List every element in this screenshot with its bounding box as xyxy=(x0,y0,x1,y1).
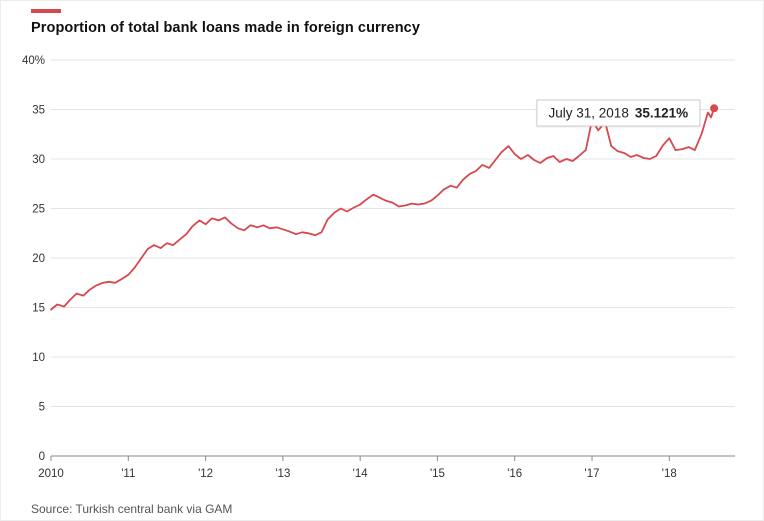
x-tick-label: '12 xyxy=(198,468,213,480)
y-tick-label: 5 xyxy=(39,402,45,414)
x-tick-label: '17 xyxy=(585,468,600,480)
y-tick-label: 30 xyxy=(32,154,45,166)
y-tick-label: 35 xyxy=(32,105,45,117)
chart-title: Proportion of total bank loans made in f… xyxy=(31,20,420,36)
x-tick-label: '18 xyxy=(662,468,677,480)
x-tick-label: '14 xyxy=(353,468,369,480)
x-tick-label: '11 xyxy=(121,468,135,480)
y-tick-label: 10 xyxy=(32,352,45,364)
y-tick-label: 15 xyxy=(32,303,45,315)
x-tick-label: 2010 xyxy=(38,468,64,480)
accent-bar xyxy=(31,9,61,13)
source-text: Source: Turkish central bank via GAM xyxy=(31,502,233,516)
series-line xyxy=(50,107,715,311)
end-point-dot xyxy=(710,104,719,113)
tooltip-value: 35.121% xyxy=(634,105,689,121)
x-tick-label: '16 xyxy=(507,468,522,480)
tooltip-date: July 31, 2018 xyxy=(548,105,629,121)
x-tick-label: '15 xyxy=(430,468,445,480)
y-tick-label: 20 xyxy=(32,253,45,265)
tooltip: July 31, 2018 35.121% xyxy=(536,99,701,127)
y-tick-label: 0 xyxy=(39,451,45,463)
x-tick-label: '13 xyxy=(275,468,290,480)
y-tick-label: 40% xyxy=(22,55,45,67)
y-tick-label: 25 xyxy=(32,204,45,216)
